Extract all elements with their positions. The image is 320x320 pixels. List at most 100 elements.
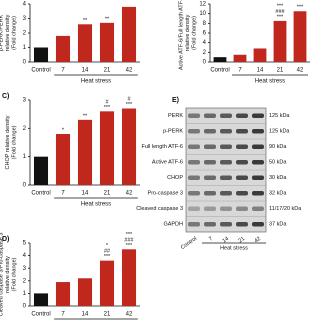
band (204, 113, 216, 118)
x-axis-label: Heat stress (81, 79, 111, 85)
y-tick-label: 1 (23, 291, 27, 297)
x-tick-label: 7 (238, 68, 242, 74)
y-tick-label: 12 (199, 2, 206, 8)
protein-label: GAPDH (163, 222, 183, 228)
band (220, 222, 232, 227)
x-tick-label: Control (31, 312, 50, 318)
significance-label: # (127, 96, 131, 102)
band (204, 222, 216, 227)
bar (33, 47, 49, 62)
size-label: 30 kDa (269, 175, 287, 181)
band (236, 222, 248, 227)
y-tick-label: 2 (23, 278, 27, 284)
protein-label: Active ATF-6 (152, 160, 183, 166)
significance-label: ** (105, 16, 110, 22)
band (252, 222, 264, 227)
size-label: 90 kDa (269, 144, 287, 150)
protein-label: p-PERK (163, 129, 183, 135)
significance-label: *** (126, 102, 133, 108)
y-tick-label: 0 (203, 60, 207, 66)
lane-label: 7 (208, 236, 214, 243)
band (220, 129, 232, 134)
band (204, 175, 216, 180)
x-axis-label: Heat stress (255, 79, 285, 85)
significance-label: ### (124, 237, 134, 243)
band (236, 206, 248, 211)
size-label: 37 kDa (269, 222, 287, 228)
significance-label: *** (277, 14, 284, 20)
lane-label: 42 (254, 236, 262, 244)
significance-label: # (105, 99, 109, 105)
protein-label: Pro-caspase 3 (148, 191, 183, 197)
y-axis-label: relative density (5, 14, 11, 51)
y-tick-label: 8 (203, 21, 207, 27)
bar (121, 108, 137, 185)
band (204, 206, 216, 211)
band (188, 191, 200, 196)
bar (253, 48, 267, 62)
y-tick-label: 2 (23, 126, 27, 132)
band (204, 160, 216, 165)
band (252, 206, 264, 211)
band (236, 144, 248, 149)
y-tick-label: 4 (23, 2, 27, 8)
x-axis-label: Heat stress (81, 202, 111, 208)
bar (99, 111, 115, 185)
y-axis-label: Cleaved caspase 3/Pro-caspase 3 (0, 233, 4, 317)
lane-label: 14 (222, 236, 230, 244)
x-tick-label: Control (210, 68, 229, 74)
band (252, 175, 264, 180)
band (236, 175, 248, 180)
x-tick-label: 14 (257, 68, 264, 74)
band (220, 144, 232, 149)
significance-label: ### (275, 9, 285, 15)
band (220, 113, 232, 118)
size-label: 125 kDa (269, 113, 290, 119)
band (236, 113, 248, 118)
x-tick-label: 14 (82, 68, 89, 74)
group-label: Heat stress (220, 245, 248, 251)
y-tick-label: 10 (199, 11, 206, 17)
band (236, 160, 248, 165)
significance-label: ## (104, 249, 111, 255)
significance-label: *** (297, 5, 304, 11)
panel-label: E) (172, 97, 179, 104)
band (220, 206, 232, 211)
band (236, 129, 248, 134)
protein-label: PERK (168, 113, 183, 119)
y-tick-label: 3 (23, 266, 27, 272)
band (220, 160, 232, 165)
size-label: 50 kDa (269, 160, 287, 166)
significance-label: *** (126, 243, 133, 249)
band (188, 113, 200, 118)
band (252, 144, 264, 149)
band (188, 222, 200, 227)
y-axis-label: CHOP relative density (5, 115, 11, 169)
band (188, 144, 200, 149)
bar (121, 6, 137, 62)
x-tick-label: 21 (104, 191, 111, 197)
bar (293, 11, 307, 62)
size-label: 125 kDa (269, 129, 290, 135)
panel-label: D) (2, 236, 9, 243)
x-tick-label: 42 (126, 312, 133, 318)
significance-label: * (62, 127, 65, 133)
panel-label: C) (2, 93, 9, 100)
x-tick-label: Control (31, 68, 50, 74)
band (204, 144, 216, 149)
protein-label: CHOP (167, 175, 183, 181)
y-tick-label: 4 (23, 253, 27, 259)
y-axis-label: relative density (5, 256, 11, 293)
band (236, 191, 248, 196)
y-axis-label: (Fold change) (11, 125, 17, 159)
significance-label: ** (83, 113, 88, 119)
band (252, 113, 264, 118)
y-tick-label: 5 (23, 241, 27, 247)
y-tick-label: 2 (23, 31, 27, 37)
lane-label: Control (180, 236, 198, 251)
y-tick-label: 3 (23, 16, 27, 22)
band (188, 160, 200, 165)
y-tick-label: 1 (23, 45, 27, 51)
x-tick-label: 14 (82, 312, 89, 318)
